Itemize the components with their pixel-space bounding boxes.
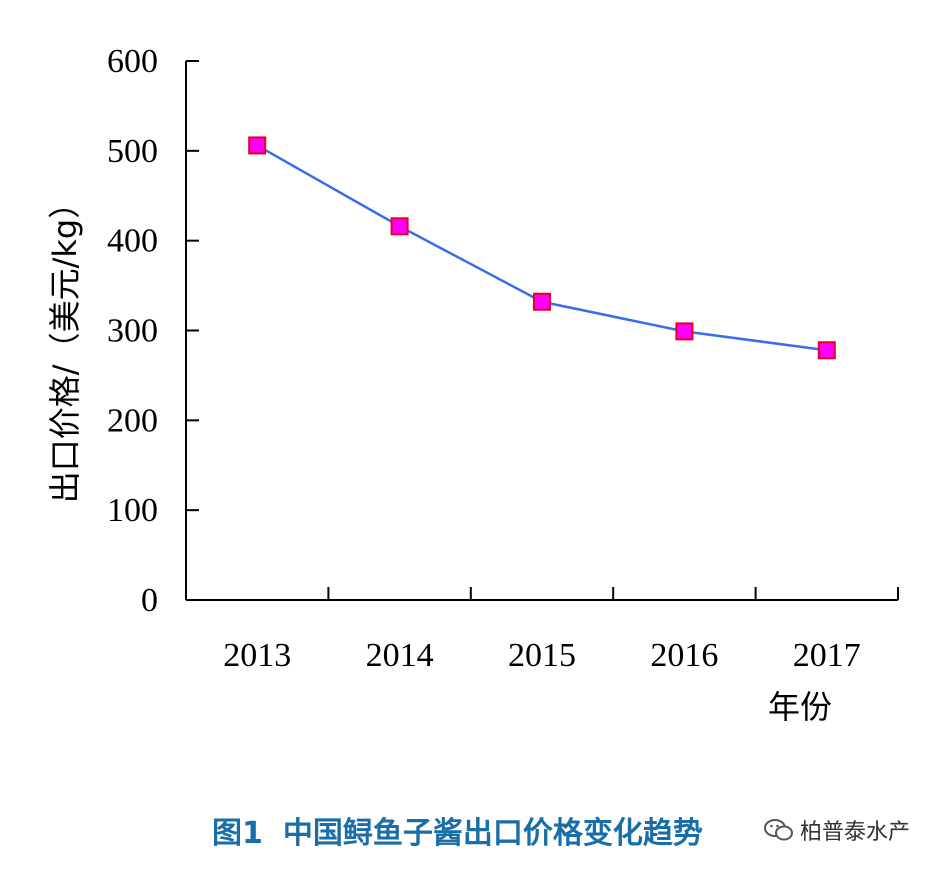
x-axis-title: 年份 xyxy=(768,688,832,726)
x-axis: 2013 2014 2015 2016 2017 xyxy=(185,587,899,674)
y-tick-label: 500 xyxy=(107,133,158,170)
y-tick-label: 100 xyxy=(107,492,158,529)
x-tick-label: 2013 xyxy=(223,637,291,674)
y-tick-label: 0 xyxy=(141,582,158,619)
data-point-marker xyxy=(390,217,409,236)
x-tick-label: 2017 xyxy=(793,637,861,674)
figure-caption-text: 中国鲟鱼子酱出口价格变化趋势 xyxy=(282,816,703,851)
y-tick-label: 200 xyxy=(107,402,158,439)
series-line xyxy=(256,144,827,352)
watermark-text: 柏普泰水产 xyxy=(800,820,911,845)
y-tick-label: 300 xyxy=(107,313,158,350)
figure-caption: 图1 中国鲟鱼子酱出口价格变化趋势 xyxy=(212,808,703,852)
chart-series xyxy=(248,136,836,360)
figure-number: 图1 xyxy=(212,816,263,851)
y-tick-label: 600 xyxy=(107,43,158,80)
y-axis: 0 100 200 300 400 500 600 xyxy=(107,43,199,619)
data-point-marker xyxy=(675,322,694,341)
y-axis-title: 出口价格/（美元/kg） xyxy=(46,187,84,503)
x-tick-label: 2016 xyxy=(650,637,718,674)
wechat-icon xyxy=(764,819,793,841)
watermark: 柏普泰水产 xyxy=(760,814,915,846)
data-point-marker xyxy=(248,136,267,155)
data-point-marker xyxy=(817,341,836,360)
x-tick-label: 2015 xyxy=(508,637,576,674)
x-tick-label: 2014 xyxy=(366,637,434,674)
y-tick-label: 400 xyxy=(107,223,158,260)
data-point-marker xyxy=(533,292,551,311)
